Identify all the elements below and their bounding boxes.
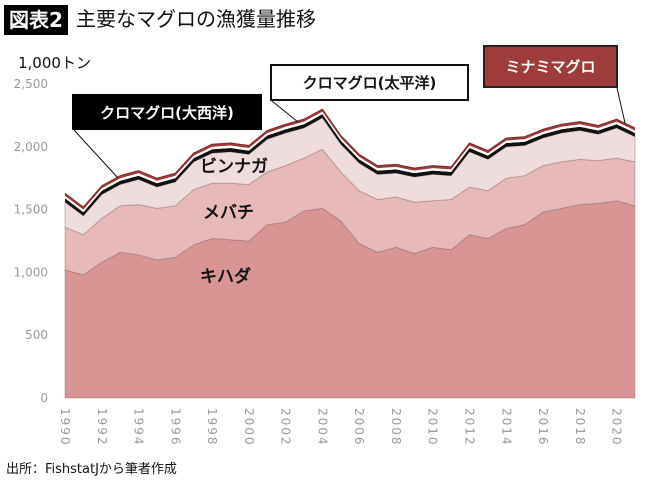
x-tick-label: 2010 (426, 408, 440, 447)
label-yellowfin: キハダ (200, 266, 251, 287)
x-tick-label: 1990 (58, 408, 72, 447)
annotation-atlantic-bluefin-text: クロマグロ(大西洋) (100, 103, 234, 122)
y-axis-unit-label: 1,000トン (18, 54, 91, 72)
label-bigeye: メバチ (203, 203, 254, 223)
x-tick-label: 1998 (205, 408, 219, 447)
annotation-southern-bluefin: ミナミマグロ (483, 45, 618, 88)
x-tick-label: 1992 (95, 408, 109, 447)
top-outline (64, 108, 636, 208)
chart-title: 主要なマグロの漁獲量推移 (76, 7, 316, 31)
x-tick-label: 2012 (463, 408, 477, 447)
figure-number-tag: 図表2 (4, 5, 68, 35)
y-tick-label: 2,500 (14, 77, 48, 91)
leader-line-atlantic (73, 129, 119, 179)
x-tick-label: 2008 (389, 408, 403, 447)
source-note: 出所：FishstatJから筆者作成 (6, 462, 177, 477)
x-tick-label: 2016 (536, 408, 550, 447)
x-tick-label: 2002 (279, 408, 293, 447)
label-albacore: ビンナガ (200, 157, 268, 177)
x-tick-label: 2004 (315, 408, 329, 447)
x-tick-label: 2006 (352, 408, 366, 447)
leader-line-southern (616, 87, 626, 124)
x-tick-label: 1994 (132, 408, 146, 447)
x-tick-label: 2014 (499, 408, 513, 447)
x-tick-label: 2020 (610, 408, 624, 447)
y-tick-label: 2,000 (14, 140, 48, 154)
y-tick-label: 500 (25, 328, 48, 342)
annotation-pacific-bluefin-text: クロマグロ(太平洋) (302, 74, 437, 92)
annotation-southern-bluefin-text: ミナミマグロ (505, 58, 596, 76)
x-tick-label: 2000 (242, 408, 256, 447)
annotation-atlantic-bluefin: クロマグロ(大西洋) (72, 94, 262, 130)
annotation-pacific-bluefin: クロマグロ(太平洋) (270, 64, 469, 101)
x-tick-label: 1996 (168, 408, 182, 447)
y-tick-label: 1,000 (14, 265, 48, 279)
leader-line-pacific (271, 100, 299, 123)
y-tick-label: 1,500 (14, 203, 48, 217)
y-tick-label: 0 (40, 391, 48, 405)
x-tick-label: 2018 (573, 408, 587, 447)
